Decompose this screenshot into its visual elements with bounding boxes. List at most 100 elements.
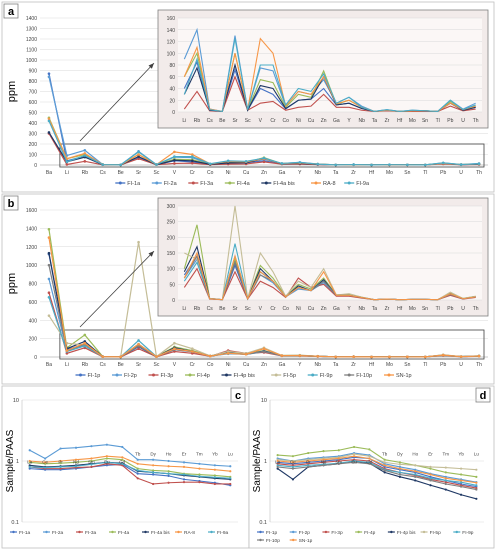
data-point	[167, 474, 170, 477]
data-point	[28, 449, 31, 452]
element-label: Lu	[228, 452, 234, 457]
data-point	[182, 461, 186, 464]
series-line	[29, 461, 231, 479]
data-point	[444, 479, 447, 482]
data-point	[83, 346, 87, 350]
legend-marker	[259, 538, 262, 542]
element-label: Tb	[135, 452, 141, 457]
legend-label: FI-5p	[283, 373, 296, 379]
y-tick-label: 1	[264, 459, 267, 465]
data-point	[368, 457, 371, 460]
x-tick-label: Ga	[279, 362, 286, 368]
y-tick-label: 0.1	[11, 520, 19, 526]
data-point	[368, 455, 371, 458]
data-point	[441, 353, 445, 357]
data-point	[337, 462, 340, 465]
inset-x-tick-label: Y	[347, 306, 351, 312]
data-point	[65, 349, 69, 352]
data-point	[229, 477, 232, 480]
legend-label: FI-1p	[266, 530, 278, 536]
inset-x-tick-label: Ta	[372, 306, 378, 312]
data-point	[152, 464, 155, 467]
x-tick-label: Nb	[315, 170, 322, 176]
inset-x-tick-label: Cu	[308, 306, 315, 312]
inset-x-tick-label: Ta	[372, 118, 378, 124]
data-point	[229, 465, 232, 468]
data-point	[398, 473, 402, 476]
data-point	[383, 461, 386, 464]
data-point	[152, 458, 155, 461]
inset-y-tick-label: 40	[169, 87, 175, 93]
data-point	[44, 457, 47, 460]
data-point	[398, 465, 402, 469]
inset-y-tick-label: 120	[167, 40, 176, 46]
data-point	[101, 355, 105, 358]
x-tick-label: Cu	[243, 170, 250, 176]
inset-x-tick-label: Zr	[385, 306, 390, 312]
legend-label: FI-9p	[320, 373, 333, 379]
inset-x-tick-label: Be	[219, 306, 225, 312]
data-point	[352, 461, 356, 464]
y-tick-label: 900	[29, 69, 38, 75]
legend: FI-1a FI-2a FI-3a FI-4a FI-4a bis RA-8 FI-9a	[10, 530, 229, 536]
inset-x-tick-label: Y	[347, 118, 351, 124]
data-point	[477, 162, 481, 166]
data-point	[316, 354, 320, 358]
x-tick-label: Nb	[315, 362, 322, 368]
data-point	[28, 464, 31, 467]
zoom-arrow-head	[148, 63, 154, 69]
x-tick-label: Sn	[404, 362, 410, 368]
legend-marker	[347, 181, 351, 185]
data-point	[334, 163, 337, 167]
data-point	[459, 163, 463, 166]
data-point	[316, 162, 320, 166]
legend-label: FI-4p bis	[397, 530, 416, 536]
data-point	[198, 473, 201, 476]
inset-x-tick-label: Ga	[333, 118, 340, 124]
legend-marker	[188, 373, 192, 377]
x-tick-label: Th	[476, 170, 482, 176]
data-point	[137, 347, 140, 351]
element-label: Eu	[351, 460, 357, 465]
inset-x-tick-label: Ni	[296, 306, 301, 312]
data-point	[173, 162, 176, 165]
data-point	[182, 465, 186, 469]
data-point	[198, 481, 201, 484]
legend-marker	[387, 373, 391, 377]
legend-marker	[191, 181, 195, 185]
x-tick-label: Cu	[243, 362, 250, 368]
data-point	[137, 342, 140, 346]
x-tick-label: U	[459, 362, 463, 368]
y-axis-title: ppm	[6, 81, 18, 102]
data-point	[137, 157, 140, 160]
data-point	[429, 473, 432, 476]
legend-marker	[311, 373, 315, 377]
data-point	[47, 131, 51, 134]
data-point	[262, 160, 266, 164]
data-point	[44, 466, 47, 469]
x-tick-label: Cr	[190, 362, 196, 368]
data-point	[121, 456, 124, 459]
data-point	[152, 471, 155, 474]
inset-x-tick-label: Ni	[296, 118, 301, 124]
x-tick-label: Ni	[226, 362, 231, 368]
data-point	[191, 347, 194, 351]
data-point	[47, 75, 51, 79]
panel-label-box	[230, 387, 246, 403]
y-tick-label: 800	[29, 282, 38, 288]
legend-label: FI-4a bis	[151, 530, 170, 536]
data-point	[59, 459, 62, 463]
y-tick-label: 1100	[26, 48, 37, 54]
element-label: Ce	[290, 460, 296, 465]
legend: FI-1p FI-2p FI-3p FI-4p FI-4p bis FI-5p FI-9p F…	[75, 373, 412, 379]
data-point	[105, 455, 108, 458]
element-label: La	[275, 460, 281, 465]
x-tick-label: Ba	[46, 170, 52, 176]
panel-label: c	[235, 390, 241, 402]
data-point	[119, 163, 122, 167]
data-point	[137, 240, 140, 244]
series-line	[277, 460, 477, 486]
inset-x-tick-label: Be	[219, 118, 225, 124]
data-point	[155, 355, 158, 358]
